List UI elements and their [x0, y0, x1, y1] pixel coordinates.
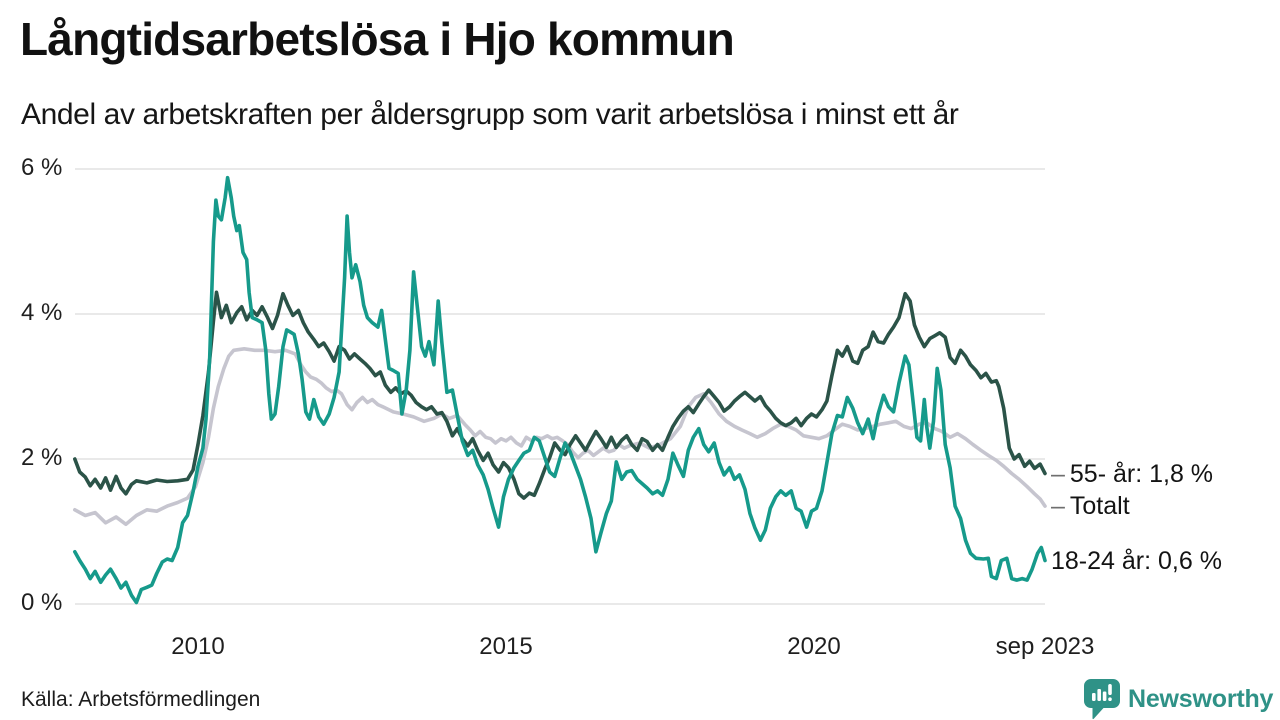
y-tick-label-4: 4 %: [21, 299, 63, 326]
x-tick-label-sep-2023: sep 2023: [995, 633, 1095, 660]
y-tick-label-2: 2 %: [21, 444, 63, 471]
source-note: Källa: Arbetsförmedlingen: [21, 688, 261, 711]
end-label-text: Totalt: [1069, 492, 1130, 521]
series-line-Totalt: [73, 346, 1047, 527]
series-line-55- år: [73, 290, 1047, 500]
x-tick-label-2020: 2020: [787, 633, 841, 660]
page-title: Långtidsarbetslösa i Hjo kommun: [20, 13, 735, 65]
end-label-tick: –: [1051, 459, 1065, 488]
end-label-55- år: –55- år: 1,8 %: [1051, 458, 1213, 491]
end-label-tick: –: [1051, 492, 1065, 521]
end-label-18-24 år: 18-24 år: 0,6 %: [1051, 545, 1222, 578]
newsworthy-wordmark: Newsworthy: [1128, 685, 1274, 713]
end-label-text: 55- år: 1,8 %: [1069, 459, 1214, 488]
y-tick-label-6: 6 %: [21, 154, 63, 181]
page-subtitle: Andel av arbetskraften per åldersgrupp s…: [21, 98, 959, 131]
x-tick-label-2015: 2015: [479, 633, 533, 660]
y-tick-label-0: 0 %: [21, 589, 63, 616]
series-line-18-24 år: [73, 175, 1047, 605]
x-tick-label-2010: 2010: [171, 633, 225, 660]
end-label-Totalt: – Totalt: [1051, 490, 1130, 523]
newsworthy-bubble-chart-icon: [1083, 678, 1121, 720]
newsworthy-logo: Newsworthy: [1083, 678, 1273, 720]
end-label-text: 18-24 år: 0,6 %: [1051, 546, 1222, 575]
